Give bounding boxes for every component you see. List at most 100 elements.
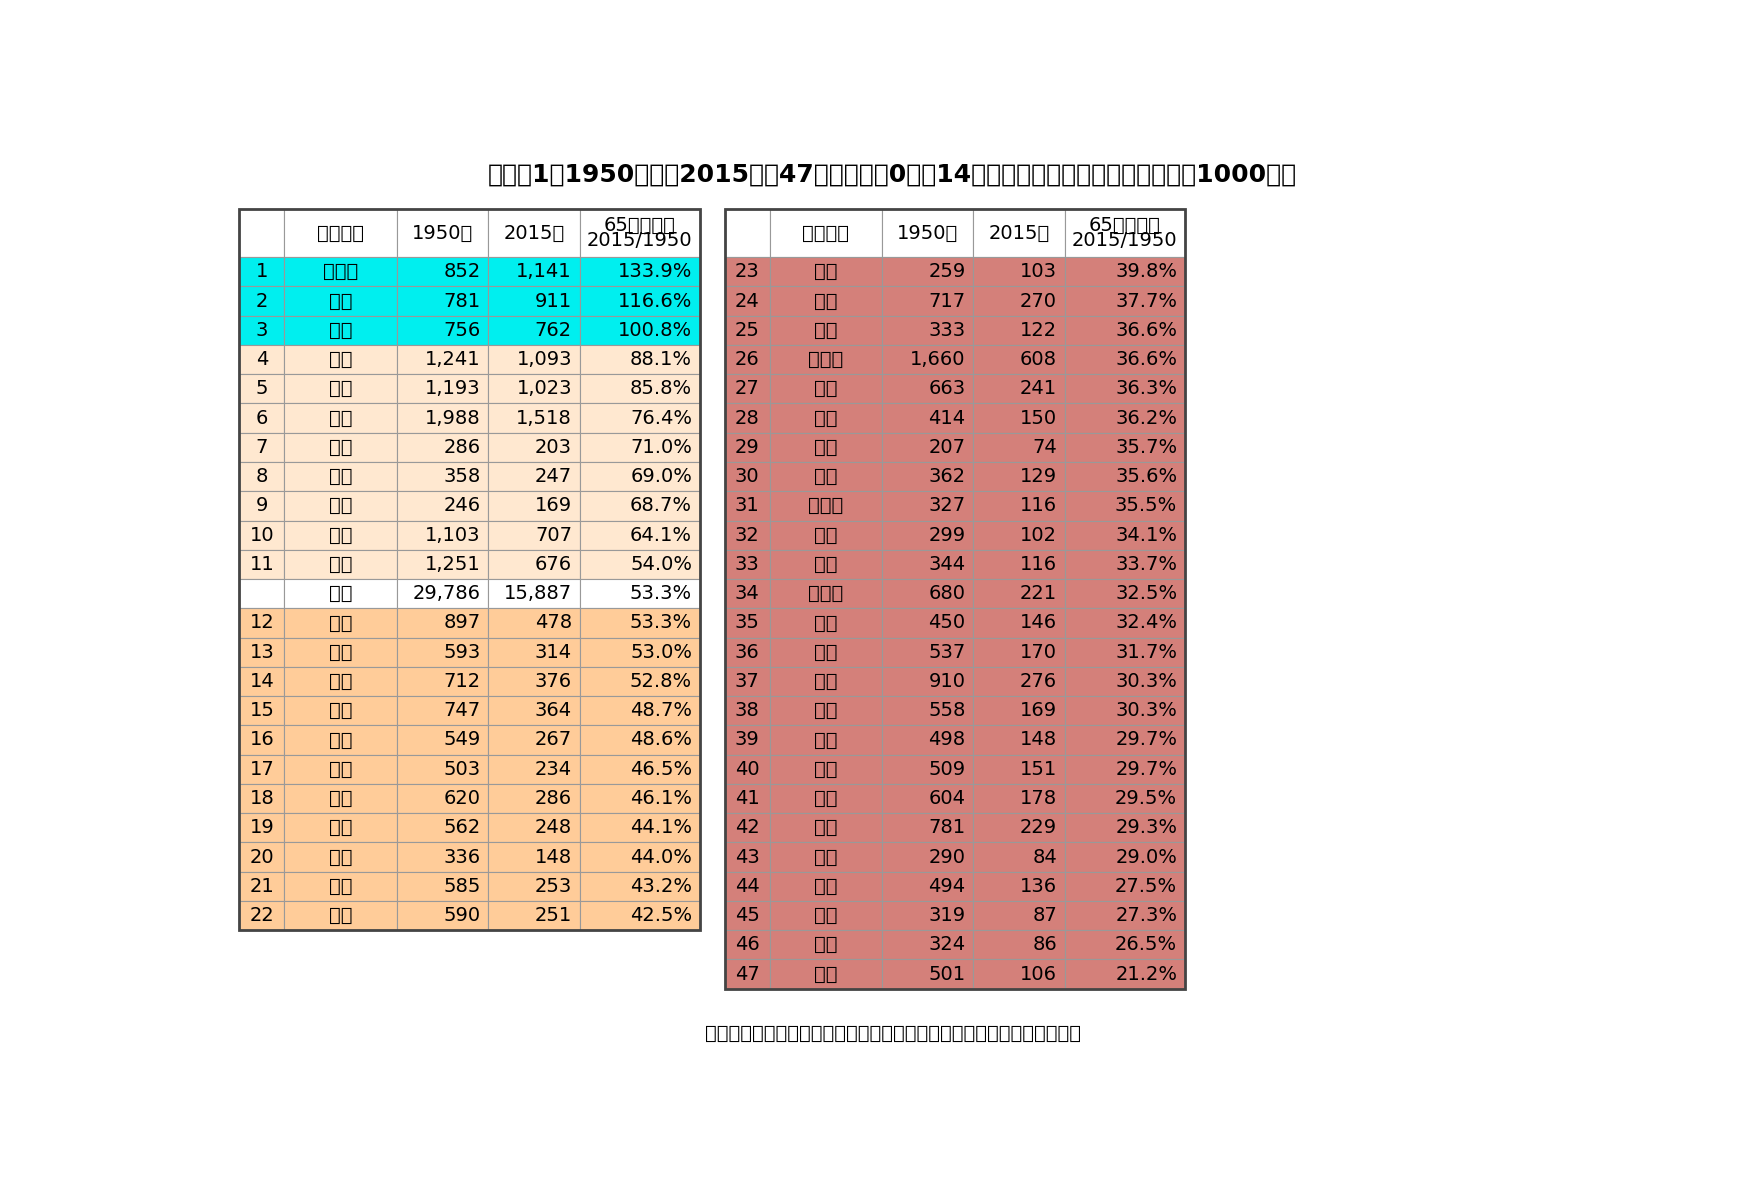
Text: 537: 537: [928, 643, 965, 661]
Text: 42: 42: [735, 818, 760, 838]
Bar: [580, 755, 700, 784]
Bar: [881, 667, 974, 696]
Text: 53.0%: 53.0%: [631, 643, 692, 661]
Bar: [770, 755, 881, 784]
Bar: [488, 521, 580, 550]
Bar: [974, 403, 1064, 433]
Text: 248: 248: [535, 818, 571, 838]
Bar: [397, 491, 488, 521]
Bar: [284, 344, 397, 374]
Bar: [770, 871, 881, 901]
Text: 福岡: 福岡: [329, 554, 352, 574]
Bar: [974, 960, 1064, 989]
Bar: [284, 696, 397, 725]
Bar: [770, 403, 881, 433]
Bar: [974, 667, 1064, 696]
Text: 愛媛: 愛媛: [814, 701, 838, 720]
Text: 247: 247: [535, 467, 571, 486]
Bar: [1064, 316, 1185, 344]
Bar: [770, 901, 881, 930]
Text: 27.3%: 27.3%: [1115, 906, 1178, 925]
Text: 43.2%: 43.2%: [631, 877, 692, 895]
Text: 30.3%: 30.3%: [1115, 672, 1178, 691]
Bar: [580, 696, 700, 725]
Text: 148: 148: [535, 847, 571, 866]
Text: 35.6%: 35.6%: [1115, 467, 1178, 486]
Text: 5: 5: [256, 379, 268, 398]
Bar: [284, 521, 397, 550]
Bar: [284, 316, 397, 344]
Text: 2015年: 2015年: [988, 224, 1050, 242]
Bar: [1064, 755, 1185, 784]
Text: 680: 680: [928, 584, 965, 604]
Text: 7: 7: [256, 438, 268, 457]
Bar: [397, 667, 488, 696]
Text: 52.8%: 52.8%: [631, 672, 692, 691]
Text: 長崎: 長崎: [814, 790, 838, 808]
Text: 756: 756: [442, 320, 481, 340]
Text: 広島: 広島: [329, 672, 352, 691]
Text: 佐賀: 佐賀: [814, 554, 838, 574]
Bar: [488, 871, 580, 901]
Bar: [488, 403, 580, 433]
Text: 16: 16: [249, 731, 273, 750]
Bar: [1064, 930, 1185, 960]
Text: 1,193: 1,193: [425, 379, 481, 398]
Bar: [725, 403, 770, 433]
Text: 39: 39: [735, 731, 760, 750]
Text: 宮崎: 宮崎: [814, 409, 838, 427]
Bar: [284, 725, 397, 755]
Bar: [488, 725, 580, 755]
Text: 10: 10: [249, 526, 273, 545]
Bar: [881, 960, 974, 989]
Text: 群馬: 群馬: [329, 906, 352, 925]
Bar: [488, 667, 580, 696]
Text: 資料）国立社会保障・人口問題研究所「人口統計資料集」より筆者作成: 資料）国立社会保障・人口問題研究所「人口統計資料集」より筆者作成: [706, 1024, 1080, 1043]
Text: 103: 103: [1021, 263, 1057, 281]
Text: 富山: 富山: [814, 467, 838, 486]
Text: 1,093: 1,093: [516, 350, 571, 370]
Text: 762: 762: [535, 320, 571, 340]
Bar: [1064, 784, 1185, 814]
Text: 48.7%: 48.7%: [631, 701, 692, 720]
Bar: [974, 316, 1064, 344]
Bar: [488, 637, 580, 667]
Bar: [1064, 637, 1185, 667]
Bar: [881, 696, 974, 725]
Bar: [397, 316, 488, 344]
Text: 37: 37: [735, 672, 760, 691]
Text: 17: 17: [249, 760, 273, 779]
Text: 707: 707: [535, 526, 571, 545]
Text: 山形: 山形: [814, 877, 838, 895]
Bar: [770, 667, 881, 696]
Bar: [239, 755, 284, 784]
Bar: [770, 814, 881, 842]
Text: 86: 86: [1033, 935, 1057, 954]
Text: 590: 590: [444, 906, 481, 925]
Bar: [770, 491, 881, 521]
Text: 29.3%: 29.3%: [1115, 818, 1178, 838]
Text: 奈良: 奈良: [329, 497, 352, 516]
Text: 愛知: 愛知: [329, 379, 352, 398]
Text: 100.8%: 100.8%: [618, 320, 692, 340]
Bar: [239, 374, 284, 403]
Bar: [239, 901, 284, 930]
Text: 都道府県: 都道府県: [317, 224, 364, 242]
Text: 29,786: 29,786: [413, 584, 481, 604]
Bar: [974, 210, 1064, 257]
Text: 267: 267: [535, 731, 571, 750]
Bar: [974, 550, 1064, 580]
Bar: [580, 871, 700, 901]
Text: 290: 290: [928, 847, 965, 866]
Text: 203: 203: [535, 438, 571, 457]
Bar: [1064, 403, 1185, 433]
Bar: [725, 930, 770, 960]
Bar: [284, 491, 397, 521]
Bar: [397, 842, 488, 871]
Bar: [881, 901, 974, 930]
Text: 676: 676: [535, 554, 571, 574]
Text: 122: 122: [1021, 320, 1057, 340]
Text: 24: 24: [735, 292, 760, 311]
Bar: [284, 580, 397, 608]
Bar: [488, 287, 580, 316]
